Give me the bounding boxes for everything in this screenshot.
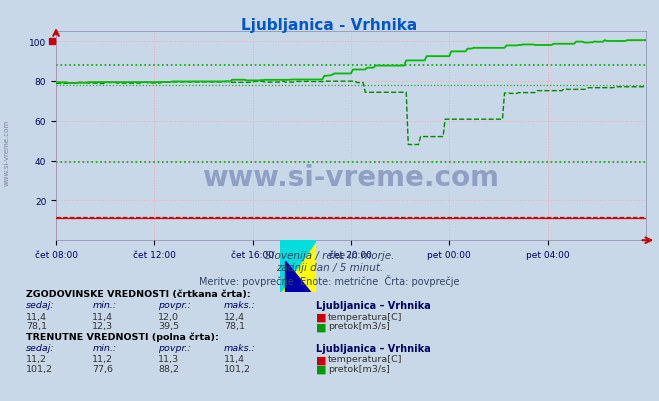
Text: 12,3: 12,3 (92, 322, 113, 330)
Text: temperatura[C]: temperatura[C] (328, 354, 403, 363)
Text: ■: ■ (316, 364, 327, 374)
Text: ZGODOVINSKE VREDNOSTI (črtkana črta):: ZGODOVINSKE VREDNOSTI (črtkana črta): (26, 290, 251, 298)
Text: 101,2: 101,2 (26, 364, 53, 373)
Text: 78,1: 78,1 (224, 322, 245, 330)
Polygon shape (280, 241, 316, 293)
Text: 11,2: 11,2 (26, 354, 47, 363)
Text: www.si-vreme.com: www.si-vreme.com (202, 164, 500, 192)
Text: povpr.:: povpr.: (158, 301, 191, 310)
Polygon shape (280, 241, 316, 293)
Text: pretok[m3/s]: pretok[m3/s] (328, 364, 390, 373)
Text: ■: ■ (316, 322, 327, 332)
Text: temperatura[C]: temperatura[C] (328, 312, 403, 321)
Text: 11,3: 11,3 (158, 354, 179, 363)
Text: 39,5: 39,5 (158, 322, 179, 330)
Text: 11,4: 11,4 (224, 354, 245, 363)
Text: 77,6: 77,6 (92, 364, 113, 373)
Text: maks.:: maks.: (224, 343, 256, 352)
Text: Ljubljanica – Vrhnika: Ljubljanica – Vrhnika (316, 301, 431, 311)
Text: 101,2: 101,2 (224, 364, 251, 373)
Text: min.:: min.: (92, 343, 117, 352)
Text: maks.:: maks.: (224, 301, 256, 310)
Text: 11,4: 11,4 (92, 312, 113, 321)
Text: 78,1: 78,1 (26, 322, 47, 330)
Text: zadnji dan / 5 minut.: zadnji dan / 5 minut. (276, 263, 383, 273)
Text: 11,4: 11,4 (26, 312, 47, 321)
Text: Ljubljanica - Vrhnika: Ljubljanica - Vrhnika (241, 18, 418, 33)
Text: www.si-vreme.com: www.si-vreme.com (3, 119, 10, 185)
Text: ■: ■ (316, 312, 327, 322)
Text: Slovenija / reke in morje.: Slovenija / reke in morje. (265, 251, 394, 261)
Text: povpr.:: povpr.: (158, 343, 191, 352)
Text: Ljubljanica – Vrhnika: Ljubljanica – Vrhnika (316, 343, 431, 353)
Text: 11,2: 11,2 (92, 354, 113, 363)
Text: pretok[m3/s]: pretok[m3/s] (328, 322, 390, 330)
Text: 12,0: 12,0 (158, 312, 179, 321)
Text: 12,4: 12,4 (224, 312, 245, 321)
Text: min.:: min.: (92, 301, 117, 310)
Text: TRENUTNE VREDNOSTI (polna črta):: TRENUTNE VREDNOSTI (polna črta): (26, 332, 219, 342)
Text: Meritve: povprečne  Enote: metrične  Črta: povprečje: Meritve: povprečne Enote: metrične Črta:… (199, 275, 460, 287)
Text: 88,2: 88,2 (158, 364, 179, 373)
Text: ■: ■ (316, 354, 327, 365)
Text: sedaj:: sedaj: (26, 301, 55, 310)
Polygon shape (285, 261, 311, 293)
Text: sedaj:: sedaj: (26, 343, 55, 352)
